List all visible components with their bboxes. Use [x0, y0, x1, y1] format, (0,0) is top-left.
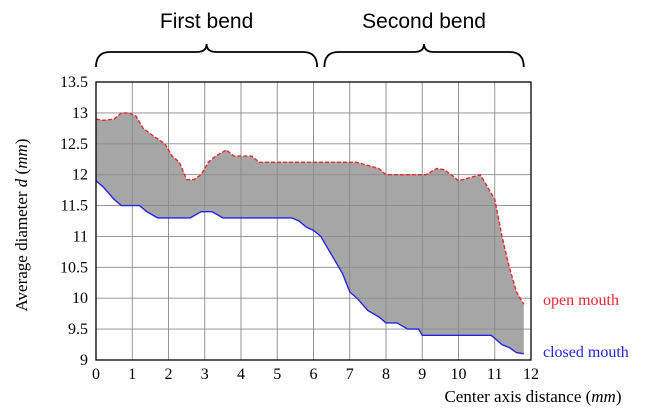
series-line-closed-mouth — [95, 180, 524, 355]
x-tick-label: 10 — [451, 366, 467, 383]
x-axis-label-part: ) — [616, 387, 622, 406]
x-tick-label: 5 — [273, 366, 281, 383]
y-axis-label-part: ( — [12, 168, 31, 178]
tick-labels: 0 1 2 3 4 5 6 7 8 9 10 11 1299.51010.51111.51212.513… — [60, 74, 539, 383]
series-lines — [95, 112, 525, 355]
brace-2 — [323, 43, 525, 68]
y-tick-label: 10 — [72, 290, 88, 307]
x-tick-label: 0 — [92, 366, 100, 383]
y-axis-label-part: d — [12, 178, 31, 187]
x-tick-label: 2 — [165, 366, 173, 383]
y-axis-label-part: mm — [12, 144, 31, 169]
x-tick-label: 12 — [523, 366, 539, 383]
y-tick-label: 13.5 — [60, 74, 88, 91]
y-axis-label: Average diameter d (mm) — [12, 139, 31, 312]
y-tick-label: 11.5 — [61, 198, 88, 215]
brace-annotations: First bend Second bend — [95, 10, 525, 68]
area-fill-layer — [96, 112, 524, 354]
legend-open-mouth: open mouth — [543, 292, 619, 309]
y-tick-label: 9.5 — [68, 321, 88, 338]
y-axis-label-part: ) — [12, 139, 31, 145]
plot-frame — [95, 81, 532, 361]
legend-closed-mouth: closed mouth — [543, 344, 629, 361]
x-tick-label: 4 — [237, 366, 245, 383]
legend: open mouth closed mouth — [543, 292, 629, 361]
x-tick-label: 7 — [346, 366, 354, 383]
brace-1 — [95, 43, 319, 68]
x-tick-label: 1 — [128, 366, 136, 383]
y-tick-label: 9 — [80, 352, 88, 369]
x-axis-label-part: mm — [591, 387, 616, 406]
y-tick-label: 11 — [73, 228, 88, 245]
y-tick-label: 13 — [72, 105, 88, 122]
y-tick-label: 12.5 — [60, 136, 88, 153]
x-tick-label: 8 — [382, 366, 390, 383]
x-tick-label: 3 — [201, 366, 209, 383]
brace-label-2: Second bend — [362, 10, 486, 33]
x-tick-label: 6 — [310, 366, 318, 383]
series-line-open-mouth — [95, 112, 525, 305]
x-tick-label: 9 — [418, 366, 426, 383]
x-tick-label: 11 — [487, 366, 502, 383]
brace-label-1: First bend — [160, 10, 253, 33]
axis-labels: Center axis distance (mm)Average diamete… — [12, 139, 622, 406]
y-axis-label-part: Average diameter — [12, 187, 31, 311]
x-axis-label-part: Center axis distance ( — [444, 387, 591, 406]
area-between-series — [96, 112, 524, 354]
y-tick-label: 10.5 — [60, 259, 88, 276]
y-tick-label: 12 — [72, 167, 88, 184]
x-axis-label: Center axis distance (mm) — [444, 387, 621, 406]
